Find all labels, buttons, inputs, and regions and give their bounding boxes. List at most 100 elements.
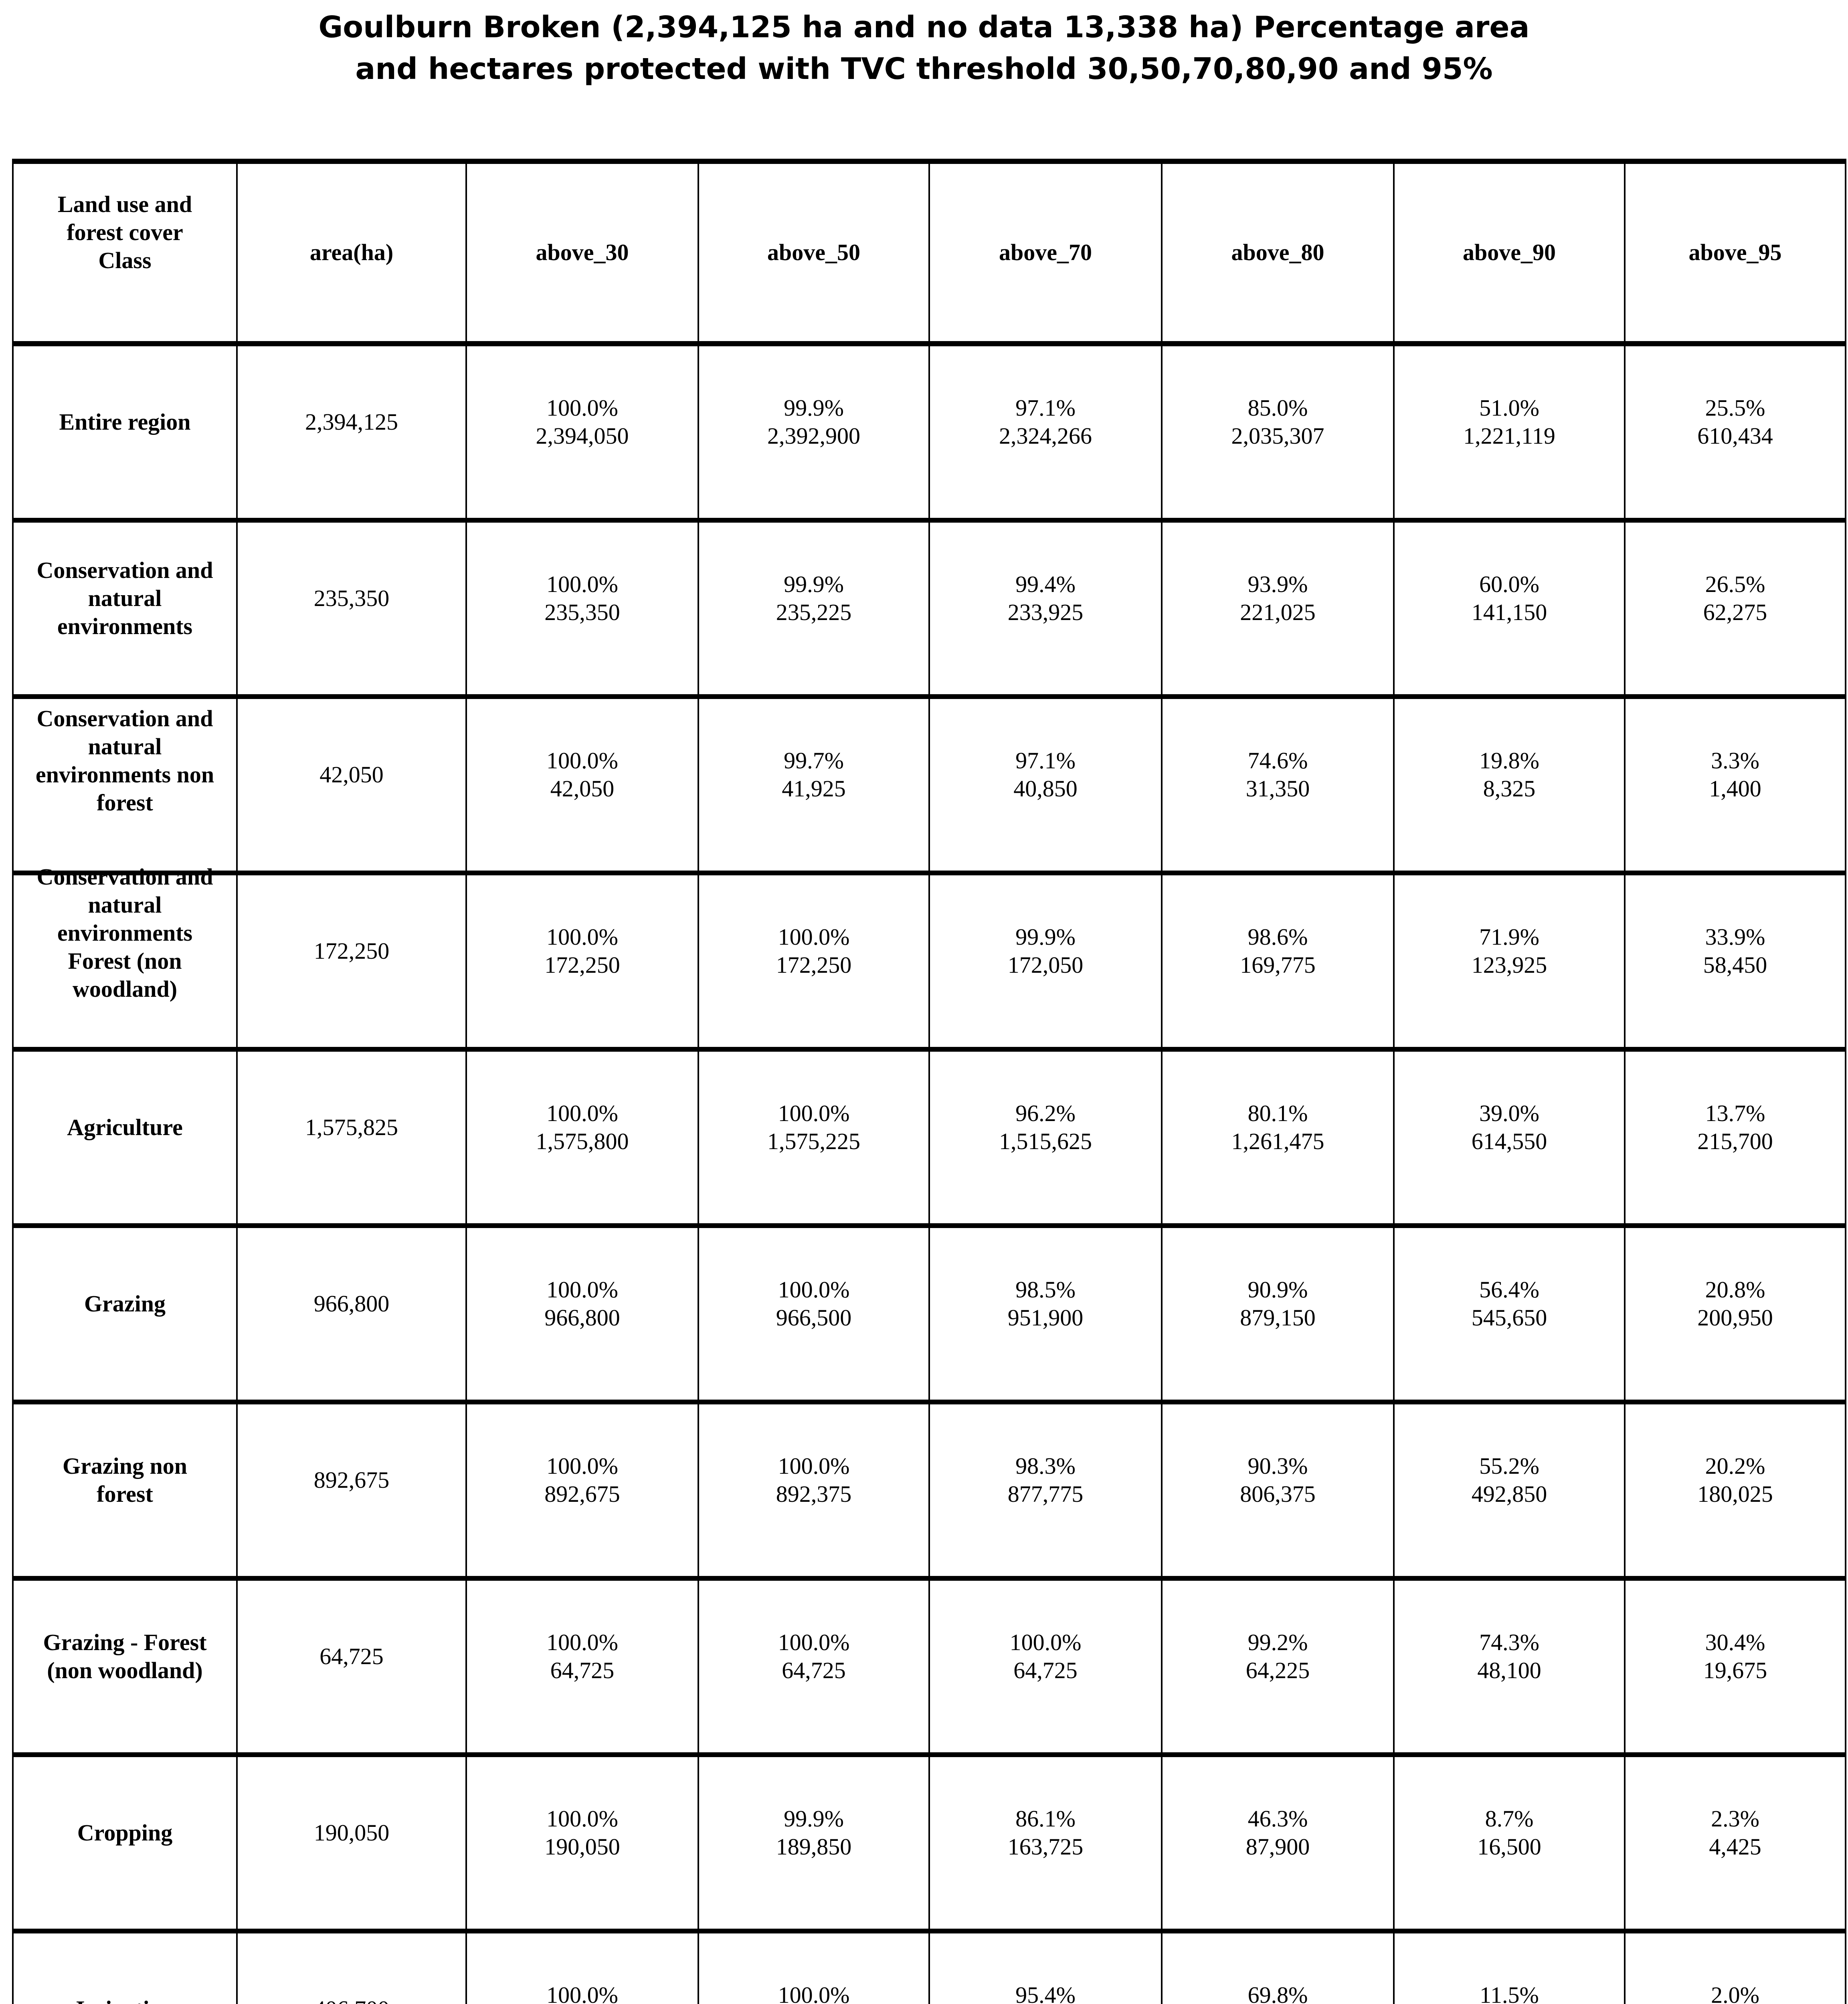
row-label-text: Conservation and natural environments <box>36 557 213 639</box>
percent-value: 74.3% <box>1479 1629 1539 1655</box>
hectares-value: 8,325 <box>1483 775 1536 802</box>
hectares-value: 806,375 <box>1240 1481 1316 1507</box>
percent-value: 100.0% <box>546 1100 618 1126</box>
row-label-text: Grazing - Forest (non woodland) <box>43 1629 207 1683</box>
threshold-cell: 46.3% 87,900 <box>1161 1754 1394 1931</box>
threshold-cell: 71.9% 123,925 <box>1393 873 1625 1049</box>
hectares-value: 189,850 <box>776 1833 852 1860</box>
threshold-cell: 2.0%8,275 <box>1624 1931 1846 2004</box>
threshold-cell: 8.7% 16,500 <box>1393 1754 1625 1931</box>
threshold-cell: 20.2% 180,025 <box>1624 1402 1846 1578</box>
column-header-class: Land use and forest cover Class <box>57 191 192 273</box>
table-row: Grazing 966,800 100.0% 966,800 100.0% 966,500… <box>13 1225 1846 1402</box>
row-label-text: Irrigation <box>14 1995 236 2004</box>
row-label: Grazing <box>13 1226 237 1402</box>
hectares-value: 172,250 <box>544 951 620 978</box>
threshold-cell: 60.0% 141,150 <box>1393 520 1625 697</box>
column-header-above-95: above_95 <box>1624 161 1846 344</box>
percent-value: 99.9% <box>784 1805 844 1832</box>
percent-value: 97.1% <box>1015 747 1076 774</box>
threshold-cell: 74.6% 31,350 <box>1161 696 1394 873</box>
hectares-value: 614,550 <box>1471 1128 1547 1154</box>
hectares-value: 172,050 <box>1007 951 1084 978</box>
percent-value: 11.5% <box>1480 1982 1539 2004</box>
threshold-cell: 100.0% 892,375 <box>698 1402 929 1578</box>
hectares-value: 16,500 <box>1477 1833 1541 1860</box>
threshold-cell: 99.9% 189,850 <box>698 1754 929 1931</box>
row-label-text: Conservation and natural environments Fo… <box>36 863 213 1002</box>
threshold-cell: 56.4% 545,650 <box>1393 1225 1625 1402</box>
hectares-value: 221,025 <box>1240 599 1316 625</box>
hectares-value: 877,775 <box>1007 1481 1084 1507</box>
hectares-value: 2,394,050 <box>536 422 629 449</box>
percent-value: 8.7% <box>1485 1805 1534 1832</box>
table-row: Irrigation406,700100.0%406,675100.0%406,… <box>13 1931 1846 2004</box>
row-label: Entire region <box>13 344 237 520</box>
percent-value: 99.2% <box>1248 1629 1308 1655</box>
threshold-cell: 80.1% 1,261,475 <box>1161 1049 1394 1226</box>
percent-value: 56.4% <box>1479 1276 1539 1303</box>
percent-value: 90.9% <box>1248 1276 1308 1303</box>
row-label-text: Grazing non forest <box>63 1452 187 1507</box>
threshold-cell: 13.7% 215,700 <box>1624 1049 1846 1226</box>
hectares-value: 58,450 <box>1703 951 1767 978</box>
area-cell: 1,575,825 <box>236 1049 466 1226</box>
percent-value: 100.0% <box>546 747 618 774</box>
percent-value: 25.5% <box>1705 394 1765 421</box>
hectares-value: 163,725 <box>1007 1833 1084 1860</box>
threshold-cell: 95.4%387,925 <box>928 1931 1162 2004</box>
table-row: Agriculture 1,575,825 100.0% 1,575,800 100.0… <box>13 1049 1846 1226</box>
percent-value: 96.2% <box>1015 1100 1076 1126</box>
percent-value: 100.0% <box>778 1629 850 1655</box>
table-row: Conservation and natural environments no… <box>13 696 1846 873</box>
hectares-value: 40,850 <box>1013 775 1078 802</box>
area-cell: 2,394,125 <box>236 343 466 520</box>
threshold-cell: 100.0% 1,575,800 <box>465 1049 698 1226</box>
area-cell: 892,675 <box>236 1402 466 1578</box>
threshold-cell: 3.3% 1,400 <box>1624 696 1846 873</box>
table-row: Grazing non forest 892,675 100.0% 892,675 10… <box>13 1402 1846 1578</box>
hectares-value: 123,925 <box>1471 951 1547 978</box>
percent-value: 80.1% <box>1248 1100 1308 1126</box>
percent-value: 90.3% <box>1248 1452 1308 1479</box>
page-title: Goulburn Broken (2,394,125 ha and no dat… <box>0 0 1848 90</box>
threshold-cell: 100.0% 64,725 <box>928 1578 1162 1755</box>
percent-value: 97.1% <box>1015 394 1076 421</box>
percent-value: 86.1% <box>1015 1805 1076 1832</box>
percent-value: 85.0% <box>1248 394 1308 421</box>
percent-value: 3.3% <box>1711 747 1759 774</box>
hectares-value: 48,100 <box>1477 1657 1541 1683</box>
area-cell: 235,350 <box>236 520 466 697</box>
percent-value: 99.9% <box>1015 923 1076 950</box>
percent-value: 98.6% <box>1248 923 1308 950</box>
threshold-cell: 98.6% 169,775 <box>1161 873 1394 1049</box>
hectares-value: 4,425 <box>1709 1833 1761 1860</box>
table-row: Cropping 190,050 100.0% 190,050 99.9% 189,850… <box>13 1754 1846 1931</box>
threshold-cell: 100.0% 64,725 <box>465 1578 698 1755</box>
threshold-cell: 100.0% 235,350 <box>465 520 698 697</box>
threshold-cell: 25.5% 610,434 <box>1624 343 1846 520</box>
percent-value: 19.8% <box>1479 747 1539 774</box>
title-line-1: Goulburn Broken (2,394,125 ha and no dat… <box>318 10 1530 44</box>
percent-value: 33.9% <box>1705 923 1765 950</box>
area-cell: 64,725 <box>236 1578 466 1755</box>
threshold-cell: 100.0% 64,725 <box>698 1578 929 1755</box>
area-cell: 190,050 <box>236 1754 466 1931</box>
percent-value: 100.0% <box>778 1982 850 2004</box>
percent-value: 95.4% <box>1015 1982 1076 2004</box>
hectares-value: 169,775 <box>1240 951 1316 978</box>
threshold-cell: 100.0%406,600 <box>698 1931 929 2004</box>
threshold-cell: 19.8% 8,325 <box>1393 696 1625 873</box>
threshold-cell: 55.2% 492,850 <box>1393 1402 1625 1578</box>
percent-value: 99.9% <box>784 571 844 597</box>
hectares-value: 610,434 <box>1697 422 1773 449</box>
threshold-cell: 93.9% 221,025 <box>1161 520 1394 697</box>
threshold-cell: 20.8% 200,950 <box>1624 1225 1846 1402</box>
hectares-value: 64,725 <box>782 1657 846 1683</box>
threshold-cell: 99.9% 172,050 <box>928 873 1162 1049</box>
percent-value: 100.0% <box>546 571 618 597</box>
percent-value: 2.0% <box>1711 1982 1759 2004</box>
row-label: Agriculture <box>13 1049 237 1226</box>
row-label: Conservation and natural environments <box>13 520 237 697</box>
hectares-value: 2,324,266 <box>999 422 1092 449</box>
